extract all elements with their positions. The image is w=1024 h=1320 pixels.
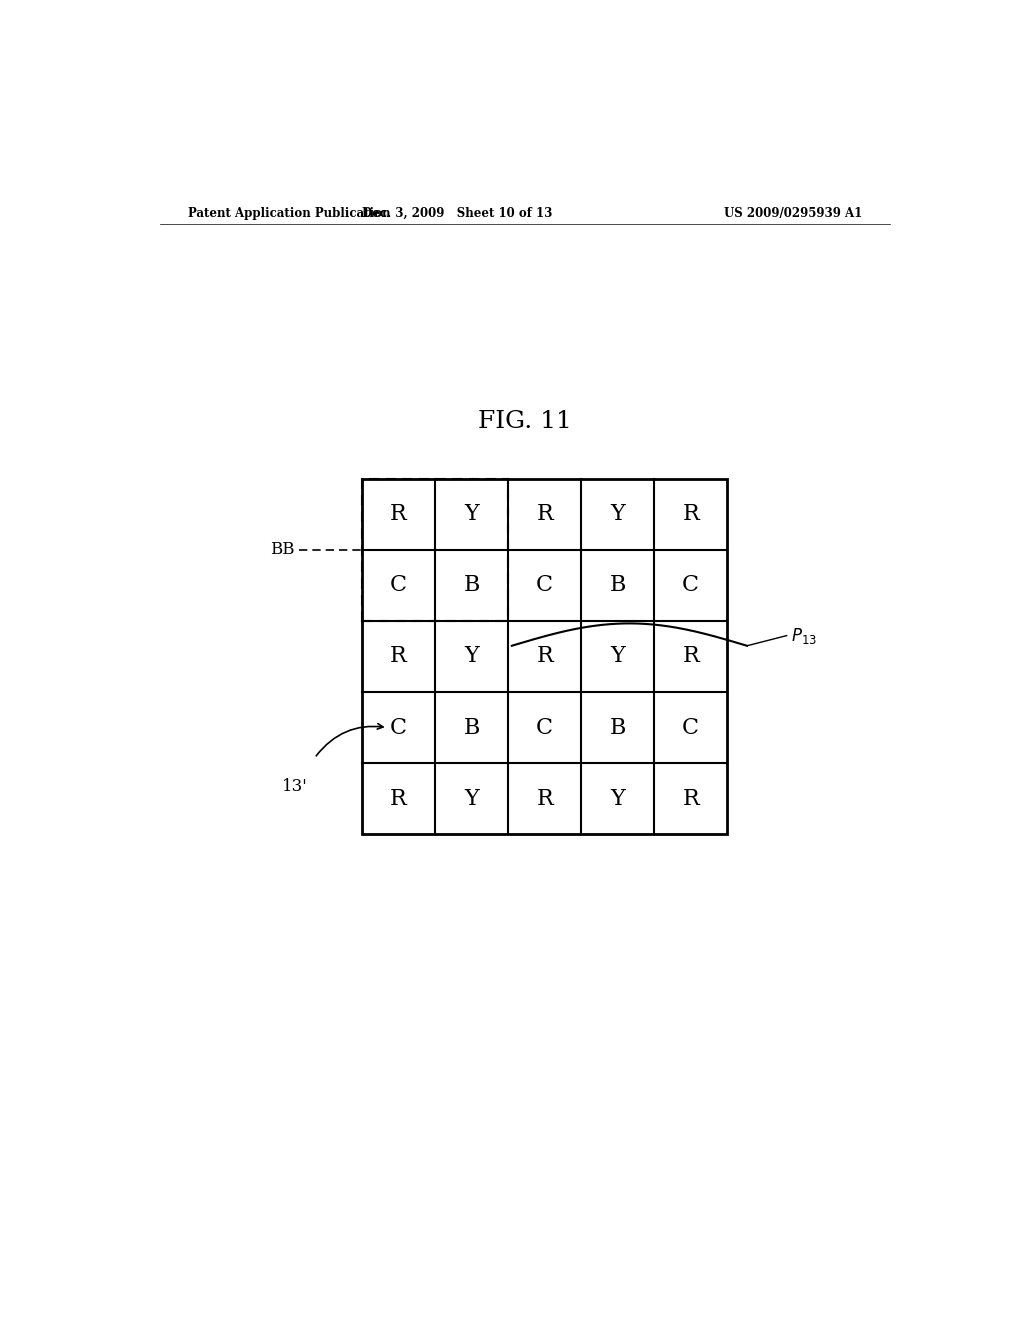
- Text: $P_{13}$: $P_{13}$: [791, 626, 816, 645]
- Text: R: R: [537, 503, 553, 525]
- Text: C: C: [682, 717, 699, 739]
- Text: R: R: [682, 788, 699, 809]
- Text: B: B: [609, 574, 626, 597]
- Text: Y: Y: [464, 503, 479, 525]
- Text: FIG. 11: FIG. 11: [478, 409, 571, 433]
- Text: C: C: [390, 574, 408, 597]
- Text: R: R: [390, 503, 407, 525]
- Text: R: R: [682, 645, 699, 668]
- Text: Y: Y: [610, 788, 625, 809]
- Text: Y: Y: [610, 645, 625, 668]
- Text: R: R: [682, 503, 699, 525]
- Text: R: R: [537, 788, 553, 809]
- Text: C: C: [682, 574, 699, 597]
- Text: R: R: [537, 645, 553, 668]
- Text: B: B: [464, 717, 480, 739]
- Text: Y: Y: [610, 503, 625, 525]
- Text: B: B: [464, 574, 480, 597]
- Text: C: C: [537, 717, 553, 739]
- Text: BB: BB: [270, 541, 295, 558]
- Text: C: C: [390, 717, 408, 739]
- Text: Y: Y: [464, 788, 479, 809]
- Text: C: C: [537, 574, 553, 597]
- Text: Y: Y: [464, 645, 479, 668]
- Text: Patent Application Publication: Patent Application Publication: [187, 207, 390, 220]
- Text: 13': 13': [282, 779, 307, 796]
- Text: B: B: [609, 717, 626, 739]
- Text: US 2009/0295939 A1: US 2009/0295939 A1: [724, 207, 862, 220]
- Text: Dec. 3, 2009   Sheet 10 of 13: Dec. 3, 2009 Sheet 10 of 13: [362, 207, 553, 220]
- Text: R: R: [390, 645, 407, 668]
- Bar: [362, 479, 508, 620]
- Bar: [362, 479, 727, 834]
- Text: R: R: [390, 788, 407, 809]
